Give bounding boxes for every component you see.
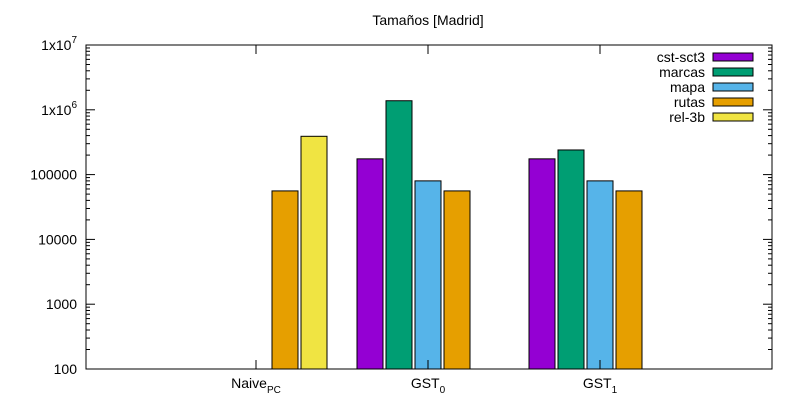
y-tick-label: 1000: [46, 296, 77, 312]
x-tick-label: GST1: [583, 375, 618, 396]
legend-swatch-rel-3b: [712, 112, 754, 122]
y-axis: 1x107 1x106 100000 10000 1000 100: [30, 35, 772, 377]
bar-mapa-1: [414, 180, 442, 370]
y-tick-label: 10000: [38, 231, 77, 247]
legend-label: rutas: [674, 94, 705, 110]
chart-title: Tamaños [Madrid]: [372, 12, 483, 28]
legend-label: mapa: [670, 79, 705, 95]
legend-label: rel-3b: [669, 109, 705, 125]
y-tick-label: 100: [54, 361, 78, 377]
bar-rutas-2: [615, 190, 643, 370]
x-tick-label: GST0: [411, 375, 446, 396]
bar-rel-3b-0: [300, 135, 328, 370]
x-axis: NaivePC GST0 GST1: [231, 45, 618, 396]
legend-label: cst-sct3: [657, 49, 705, 65]
legend-swatch-mapa: [712, 82, 754, 92]
bar-rutas-0: [271, 190, 299, 370]
bars-layer: [271, 100, 643, 370]
legend-swatch-rutas: [712, 97, 754, 107]
bar-mapa-2: [586, 180, 614, 370]
x-tick-label: NaivePC: [231, 375, 281, 396]
legend-swatch-marcas: [712, 67, 754, 77]
bar-rutas-1: [443, 190, 471, 370]
y-tick-label: 1x106: [41, 100, 77, 118]
bar-marcas-1: [385, 100, 413, 370]
bar-cst-sct3-1: [356, 158, 384, 370]
plot-frame: [85, 44, 773, 370]
y-tick-label: 1x107: [41, 35, 77, 53]
bar-cst-sct3-2: [528, 158, 556, 370]
bar-marcas-2: [557, 149, 585, 370]
legend-swatch-cst-sct3: [712, 52, 754, 62]
legend-label: marcas: [659, 64, 705, 80]
y-tick-label: 100000: [30, 167, 77, 183]
